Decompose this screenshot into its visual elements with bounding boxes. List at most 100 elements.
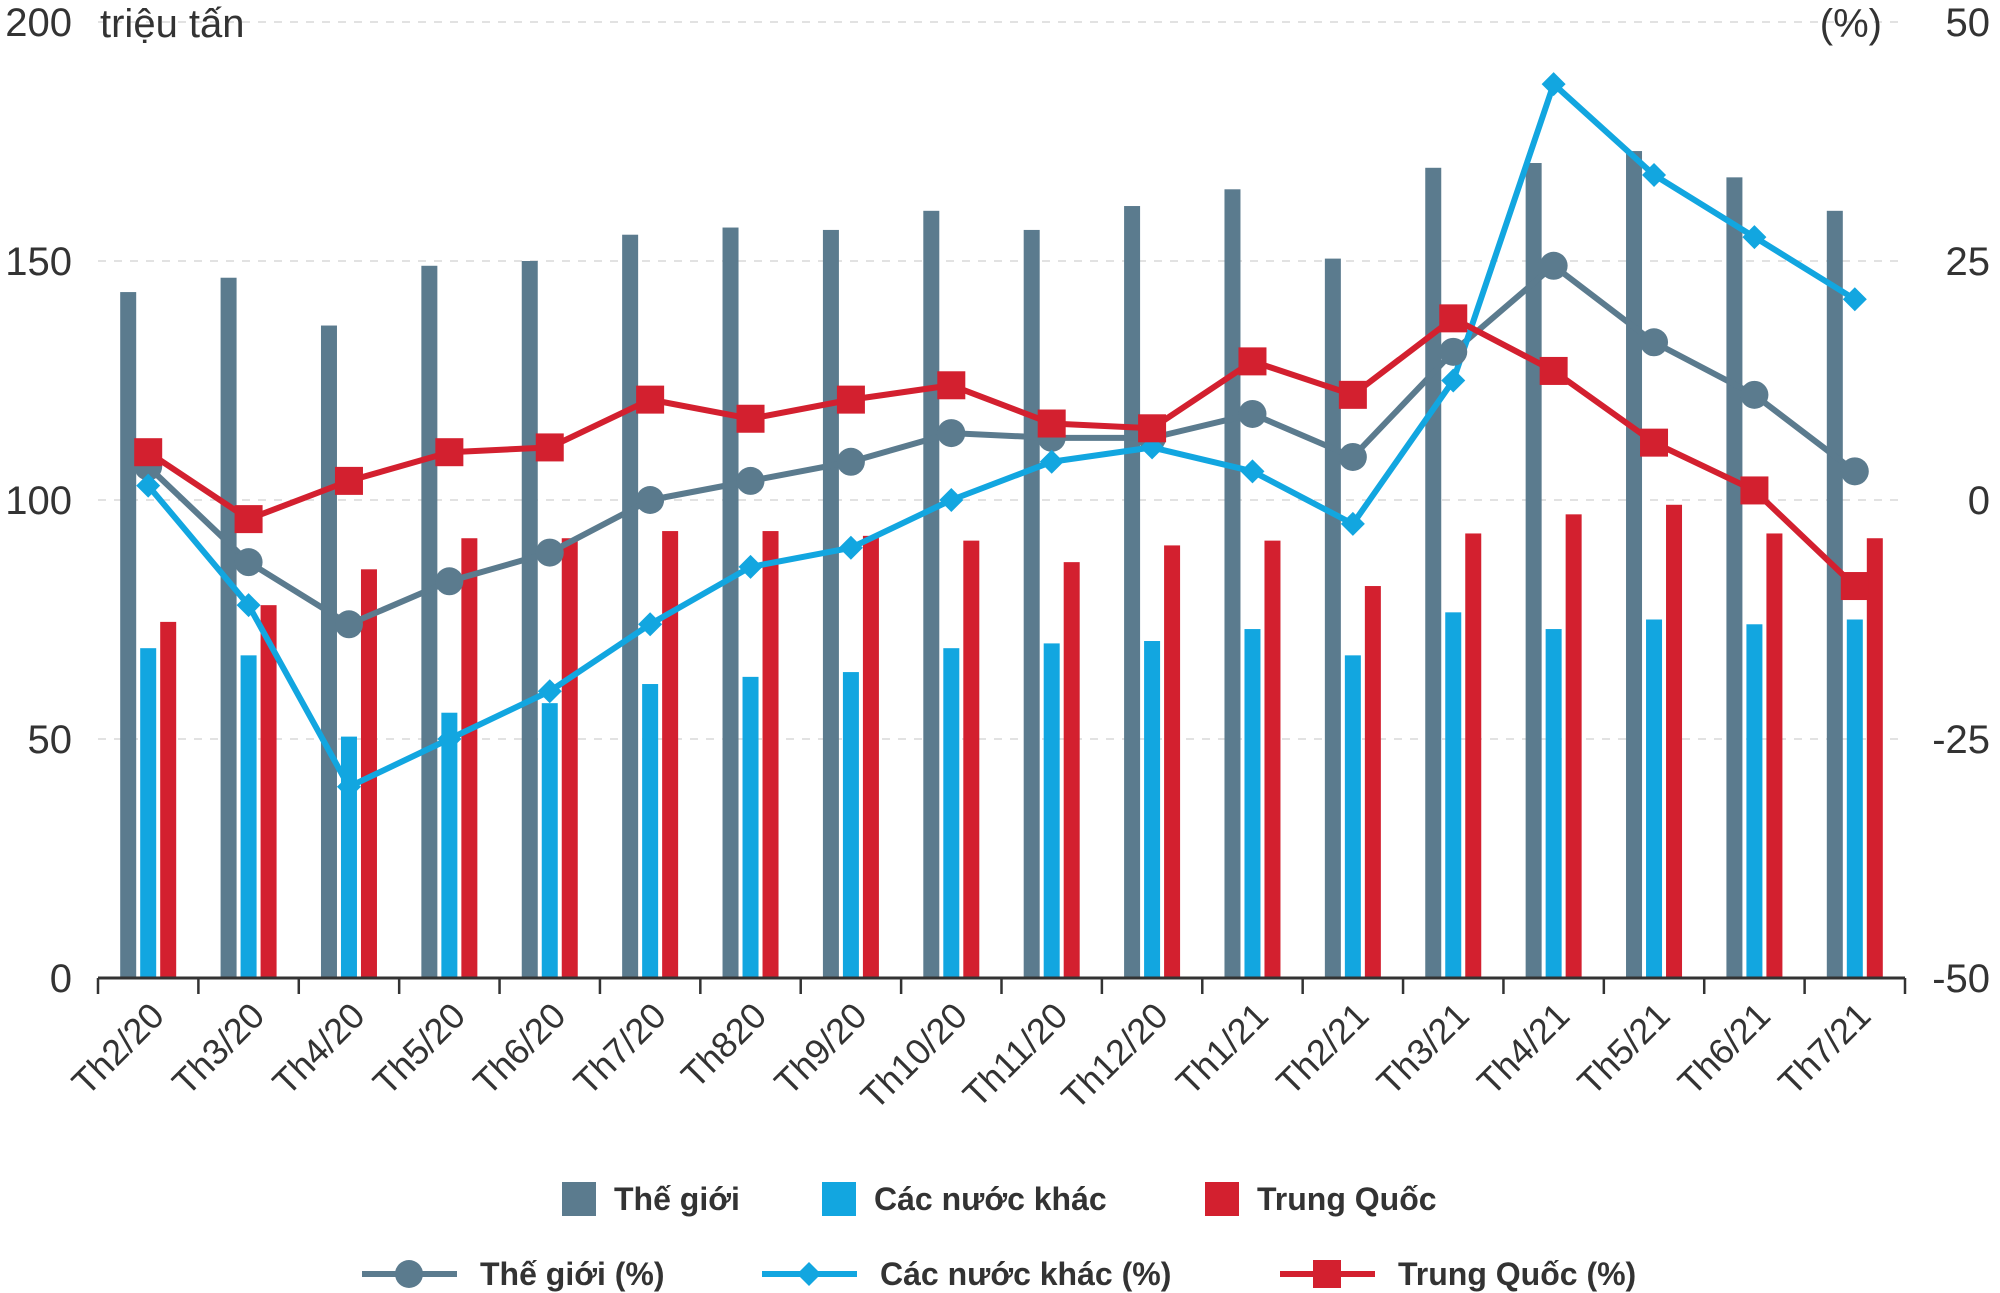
data-point xyxy=(636,486,665,514)
data-point xyxy=(1541,72,1566,97)
data-point xyxy=(435,438,464,467)
data-point xyxy=(334,466,363,495)
bar xyxy=(521,261,538,978)
data-point xyxy=(1240,459,1265,484)
left-tick-label: 100 xyxy=(5,479,72,523)
bar xyxy=(1023,229,1040,978)
data-point xyxy=(1742,225,1767,250)
legend-label: Thế giới (%) xyxy=(480,1256,665,1292)
x-tick-label: Th10/20 xyxy=(853,995,975,1117)
data-point xyxy=(1840,457,1869,486)
bar xyxy=(120,292,137,978)
bar xyxy=(1846,619,1863,978)
data-point xyxy=(1439,304,1468,333)
data-point xyxy=(395,1260,423,1288)
data-point xyxy=(1441,368,1466,393)
legend-label: Trung Quốc (%) xyxy=(1398,1256,1636,1292)
bar xyxy=(923,210,940,978)
data-point xyxy=(1640,328,1669,357)
bar xyxy=(1826,210,1843,978)
x-tick-label: Th5/21 xyxy=(1569,995,1677,1103)
data-point xyxy=(1840,572,1869,601)
right-tick-label: 25 xyxy=(1946,240,1991,284)
data-point xyxy=(836,447,865,476)
bar xyxy=(1124,206,1141,978)
right-tick-label: 50 xyxy=(1946,1,1991,45)
left-tick-label: 200 xyxy=(5,1,72,45)
data-point xyxy=(1842,287,1867,312)
right-tick-label: -50 xyxy=(1932,957,1990,1001)
data-point xyxy=(937,371,966,400)
data-point xyxy=(1539,356,1568,385)
bar xyxy=(340,736,357,978)
data-point xyxy=(1037,409,1066,438)
bar xyxy=(320,325,337,978)
bar xyxy=(1465,533,1482,978)
series-line xyxy=(146,315,1857,589)
bar xyxy=(1766,533,1783,978)
data-point xyxy=(1338,442,1367,471)
bar xyxy=(461,538,478,978)
left-tick-label: 0 xyxy=(50,957,72,1001)
bar xyxy=(541,703,558,978)
data-point xyxy=(437,727,462,751)
bar xyxy=(1144,641,1161,978)
legend-swatch xyxy=(562,1182,596,1216)
bar xyxy=(1626,151,1643,978)
bar xyxy=(240,655,257,978)
data-point xyxy=(234,548,263,577)
x-tick-label: Th2/21 xyxy=(1268,995,1376,1103)
bar xyxy=(1364,586,1381,978)
data-point xyxy=(738,554,763,579)
bar xyxy=(1264,540,1281,978)
line-group xyxy=(145,81,1857,790)
bar xyxy=(1224,189,1241,979)
axis-labels: triệu tấn (%) 0 50 100 150 200 -50 -25 0 25 50 Th2… xyxy=(5,1,1990,1117)
data-point xyxy=(1439,337,1468,366)
bar xyxy=(1244,629,1261,978)
series-line xyxy=(145,81,1857,790)
bar xyxy=(762,531,779,978)
data-point xyxy=(939,488,964,512)
data-point xyxy=(838,535,863,560)
bar-group xyxy=(120,151,1883,979)
data-point xyxy=(1740,380,1769,409)
data-point xyxy=(1539,251,1568,280)
x-tick-label: Th12/20 xyxy=(1053,995,1175,1117)
gridlines xyxy=(98,21,1905,740)
data-point xyxy=(435,567,464,596)
data-point xyxy=(136,473,161,498)
x-tick-label: Th7/20 xyxy=(566,995,674,1103)
x-tick-label: Th4/20 xyxy=(264,995,372,1103)
bar xyxy=(1324,258,1341,978)
data-point xyxy=(836,385,865,414)
bar xyxy=(642,684,659,978)
bar xyxy=(360,569,377,978)
legend-swatch xyxy=(822,1182,856,1216)
bar xyxy=(842,672,859,978)
bar xyxy=(1666,504,1683,978)
data-point xyxy=(638,612,663,637)
bar xyxy=(1746,624,1763,978)
bar xyxy=(1565,514,1582,978)
bar xyxy=(622,234,639,978)
x-tick-label: Th6/20 xyxy=(465,995,573,1103)
bar xyxy=(722,227,739,979)
bar xyxy=(1043,643,1060,978)
data-point xyxy=(636,385,665,414)
x-tick-label: Th4/21 xyxy=(1469,995,1577,1103)
right-axis-unit: (%) xyxy=(1820,2,1882,46)
bar xyxy=(1866,538,1883,978)
bar xyxy=(1344,655,1361,978)
right-tick-label: 0 xyxy=(1968,479,1990,523)
data-point xyxy=(334,610,363,639)
legend-label: Các nước khác (%) xyxy=(880,1256,1171,1292)
marker-group xyxy=(134,72,1869,799)
bar xyxy=(160,621,177,978)
bar xyxy=(1425,167,1442,979)
data-point xyxy=(937,419,966,448)
data-point xyxy=(1138,414,1167,443)
bar xyxy=(441,712,458,978)
data-point xyxy=(236,593,261,618)
bar xyxy=(822,229,839,978)
